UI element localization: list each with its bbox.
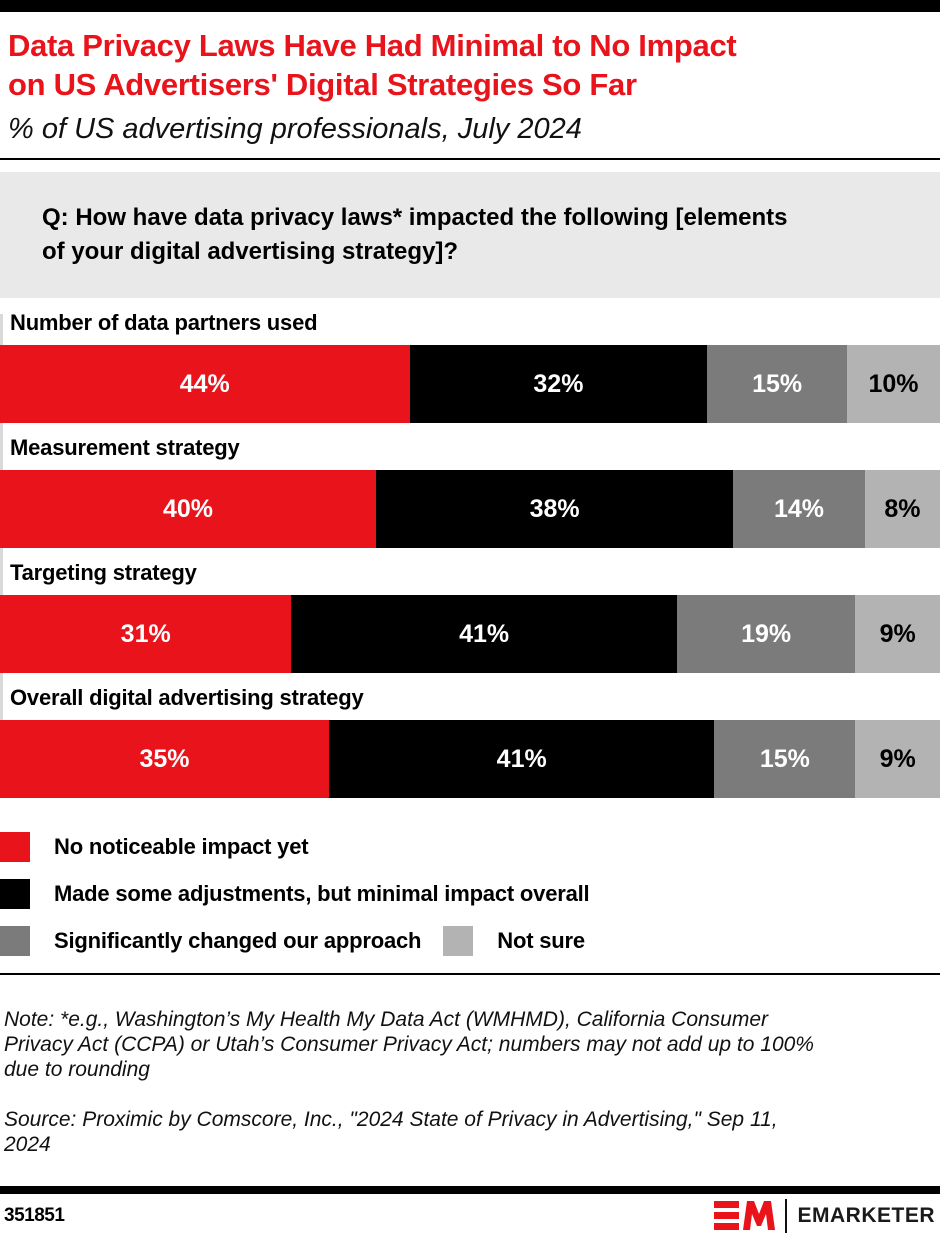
legend-label: No noticeable impact yet <box>54 834 309 859</box>
legend-item: Not sure <box>443 926 585 956</box>
legend-row: Significantly changed our approach Not s… <box>0 926 940 956</box>
legend-item: Significantly changed our approach <box>0 926 421 956</box>
bar-segment: 8% <box>864 470 940 548</box>
bar-segment: 9% <box>855 595 940 673</box>
legend-label: Not sure <box>497 928 585 953</box>
chart-id: 351851 <box>4 1205 65 1226</box>
top-border-bar <box>0 0 940 12</box>
footer-border-bar <box>0 1186 940 1194</box>
bar-segment: 41% <box>291 595 677 673</box>
source-text: Source: Proximic by Comscore, Inc., "202… <box>4 1108 778 1156</box>
logo-divider <box>785 1199 788 1233</box>
brand-logo: EMARKETER <box>714 1199 935 1233</box>
legend-swatch-black <box>0 879 30 909</box>
footnotes: Note: *e.g., Washington’s My Health My D… <box>0 982 940 1182</box>
category-label: Measurement strategy <box>10 435 240 460</box>
y-axis-line <box>0 314 3 798</box>
bar-segment-value: 19% <box>741 619 792 648</box>
bar-segment: 15% <box>707 345 847 423</box>
bar-segment-value: 10% <box>868 369 919 398</box>
survey-question: Q: How have data privacy laws* impacted … <box>0 172 940 298</box>
footer: 351851 EMARKETER <box>0 1194 940 1238</box>
category-label: Targeting strategy <box>10 560 197 585</box>
bar-segment: 14% <box>733 470 865 548</box>
bar-group: Number of data partners used 44% 32% 15% 10… <box>0 308 940 423</box>
bar-segment-value: 32% <box>533 369 584 398</box>
bar-segment: 15% <box>714 720 856 798</box>
page-subtitle: % of US advertising professionals, July … <box>8 113 582 145</box>
legend-swatch-red <box>0 832 30 862</box>
bar-group: Overall digital advertising strategy 35%… <box>0 683 940 798</box>
bar-segment-value: 31% <box>120 619 171 648</box>
legend-item: Made some adjustments, but minimal impac… <box>0 879 590 909</box>
bar-segment-value: 40% <box>162 494 214 523</box>
bar-segment: 32% <box>409 345 708 423</box>
bar-segment: 44% <box>0 345 410 423</box>
bar-segment-value: 8% <box>884 494 921 523</box>
legend-label: Made some adjustments, but minimal impac… <box>54 881 590 906</box>
chart-header: Data Privacy Laws Have Had Minimal to No… <box>0 26 940 146</box>
header-divider <box>0 158 940 160</box>
legend-row: Made some adjustments, but minimal impac… <box>0 879 940 909</box>
page-title: Data Privacy Laws Have Had Minimal to No… <box>8 28 737 102</box>
bar-segment: 40% <box>0 470 376 548</box>
bar-group: Measurement strategy 40% 38% 14% 8% <box>0 433 940 548</box>
category-label: Overall digital advertising strategy <box>10 685 364 710</box>
legend: No noticeable impact yet Made some adjus… <box>0 832 940 956</box>
stacked-bar-chart: Number of data partners used 44% 32% 15% 10… <box>0 308 940 798</box>
bar-group: Targeting strategy 31% 41% 19% 9% <box>0 558 940 673</box>
note-text: Note: *e.g., Washington’s My Health My D… <box>4 1008 814 1081</box>
brand-name: EMARKETER <box>797 1204 935 1227</box>
bar-segment: 35% <box>0 720 329 798</box>
bar-segment: 10% <box>846 345 940 423</box>
emarketer-logo-icon <box>714 1200 776 1232</box>
legend-label: Significantly changed our approach <box>54 928 422 953</box>
bar-segment-value: 15% <box>759 744 810 773</box>
legend-row: No noticeable impact yet <box>0 832 940 862</box>
bar-segment-value: 9% <box>879 619 916 648</box>
bar-segment: 31% <box>0 595 292 673</box>
bar-segment: 41% <box>329 720 715 798</box>
bar-segment-value: 14% <box>773 494 825 523</box>
stacked-bar: 31% 41% 19% 9% <box>0 595 940 673</box>
bar-segment-value: 9% <box>879 744 916 773</box>
stacked-bar: 40% 38% 14% 8% <box>0 470 940 548</box>
footnote-divider <box>0 973 940 975</box>
bar-segment: 19% <box>676 595 856 673</box>
bar-segment-value: 41% <box>496 744 547 773</box>
legend-item: No noticeable impact yet <box>0 832 309 862</box>
bar-segment-value: 35% <box>139 744 190 773</box>
category-label: Number of data partners used <box>10 310 318 335</box>
bar-segment-value: 15% <box>752 369 803 398</box>
bar-segment: 38% <box>376 470 734 548</box>
bar-segment-value: 44% <box>179 369 230 398</box>
legend-swatch-dark-gray <box>0 926 30 956</box>
bar-segment-value: 41% <box>459 619 510 648</box>
stacked-bar: 35% 41% 15% 9% <box>0 720 940 798</box>
bar-segment: 9% <box>855 720 940 798</box>
stacked-bar: 44% 32% 15% 10% <box>0 345 940 423</box>
bar-segment-value: 38% <box>529 494 580 523</box>
legend-swatch-light-gray <box>443 926 474 956</box>
